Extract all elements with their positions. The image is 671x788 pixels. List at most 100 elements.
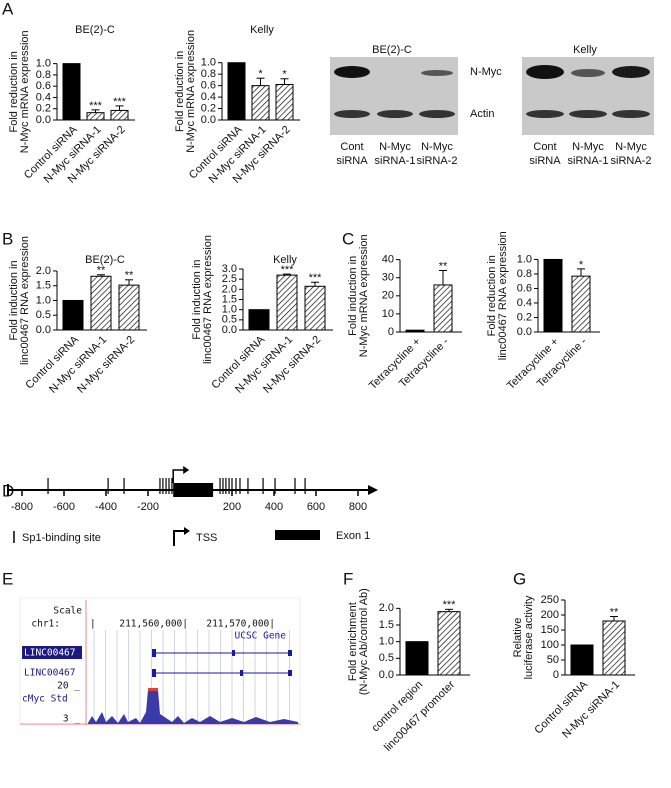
significance: ** (97, 265, 106, 277)
y-tick-label: 0.2 (201, 102, 216, 114)
y-tick-label: 0.0 (379, 669, 394, 681)
y-axis-label: N-Myc mRNA expression (19, 30, 31, 153)
bar (570, 644, 594, 676)
exon (173, 483, 214, 497)
y-tick-label: 1.0 (517, 253, 532, 265)
diagram-legend: Sp1-binding site TSS Exon 1 (13, 527, 370, 546)
bar (543, 258, 563, 333)
significance: * (258, 68, 263, 80)
band-label: N-Myc (470, 66, 502, 78)
y-tick-label: 200 (541, 609, 559, 621)
y-axis-label: luciferase activity (523, 595, 535, 679)
browser-text: LINC00467 (24, 648, 75, 659)
y-tick-label: 0.4 (201, 91, 216, 103)
lane-label: N-Myc (572, 141, 604, 153)
y-tick-label: 0.0 (517, 326, 532, 338)
y-tick-label: 3.0 (222, 263, 237, 275)
lane-label: siRNA (529, 155, 561, 167)
x-tick-label: Control siRNA (532, 678, 590, 736)
browser-text: LINC00467 (24, 668, 75, 679)
band (571, 69, 605, 77)
x-tick-label: -400 (95, 501, 117, 513)
bar (62, 299, 84, 331)
y-tick-label: 0.0 (36, 324, 51, 336)
y-tick-label: 100 (541, 639, 559, 651)
bar (405, 641, 429, 676)
y-tick-label: 1.0 (201, 57, 216, 69)
y-tick-label: 0.2 (36, 103, 51, 115)
band (377, 110, 413, 118)
x-tick-label: 800 (349, 501, 367, 513)
bar (110, 109, 129, 121)
blot-title: BE(2)-C (372, 44, 412, 56)
y-axis-label: (N-Myc Ab/control Ab) (358, 588, 370, 695)
x-tick-label: -200 (137, 501, 159, 513)
error-bar (115, 105, 124, 111)
legend-text: TSS (196, 532, 217, 544)
significance: *** (309, 272, 323, 284)
y-tick-label: 1.5 (222, 293, 237, 305)
error-bar (439, 269, 447, 285)
y-tick-label: 1.0 (36, 58, 51, 70)
y-axis-label: linc00467 RNA expression (202, 235, 214, 364)
y-axis-label: Fold reduction in (486, 255, 498, 336)
band (419, 110, 455, 118)
x-tick-label: 200 (223, 501, 241, 513)
bar (227, 62, 246, 121)
browser-text: 211,560,000| (119, 619, 188, 630)
y-axis-label: linc00467 RNA expression (19, 236, 31, 365)
panel-letter: A (2, 0, 14, 18)
y-tick-label: 30 (382, 272, 394, 284)
x-tick-label: 600 (307, 501, 325, 513)
error-bar (577, 268, 585, 277)
browser-text: cMyc Std (22, 694, 68, 705)
gene-highlight (22, 646, 82, 659)
y-tick-label: 20 (382, 290, 394, 302)
lane-label: Cont (533, 141, 556, 153)
band (421, 70, 453, 76)
tss-arrow (172, 469, 186, 483)
x-tick-label: N-Myc siRNA-1 (560, 679, 622, 741)
significance: *** (281, 264, 295, 276)
y-tick-label: 1.5 (36, 280, 51, 292)
y-tick-label: 0 (388, 326, 394, 338)
chart-title: Kelly (273, 254, 297, 266)
y-tick-label: 0.6 (517, 282, 532, 294)
y-tick-label: 0.5 (36, 309, 51, 321)
panel-letter: C (342, 229, 354, 248)
band (526, 110, 564, 118)
chart-title: BE(2)-C (85, 254, 125, 266)
error-bar (256, 77, 265, 86)
legend-text: Sp1-binding site (22, 532, 101, 544)
y-axis-label: N-Myc mRNA expression (185, 30, 197, 153)
significance: *** (443, 599, 457, 611)
chart-title: BE(2)-C (75, 24, 115, 36)
lane-label: Cont (340, 141, 363, 153)
panel-letter: E (2, 569, 13, 588)
y-tick-label: 0 (553, 669, 559, 681)
y-tick-label: 0.4 (517, 297, 532, 309)
genome-browser: Scale chr1: | 211,560,000| 211,570,000| … (19, 597, 301, 726)
y-tick-label: 0.5 (379, 652, 394, 664)
blot-title: Kelly (573, 44, 597, 56)
browser-text: | (90, 619, 96, 630)
lane-label: N-Myc (379, 141, 411, 153)
browser-text: Scale (53, 606, 82, 617)
significance: ** (439, 260, 448, 272)
bar (275, 83, 294, 121)
panel-letter: B (2, 229, 13, 248)
x-tick-label: -600 (53, 501, 75, 513)
x-tick-label: Tetracycline - (397, 335, 452, 390)
bar (437, 611, 461, 676)
bar (433, 284, 453, 333)
bar (276, 274, 298, 331)
error-bar (445, 608, 453, 612)
error-bar (311, 281, 319, 287)
chip-signal (88, 689, 298, 724)
band (334, 110, 370, 118)
bar (571, 275, 591, 333)
bar (86, 112, 105, 121)
browser-text: UCSC Gene (235, 631, 287, 642)
browser-text: chr1: (31, 619, 60, 630)
